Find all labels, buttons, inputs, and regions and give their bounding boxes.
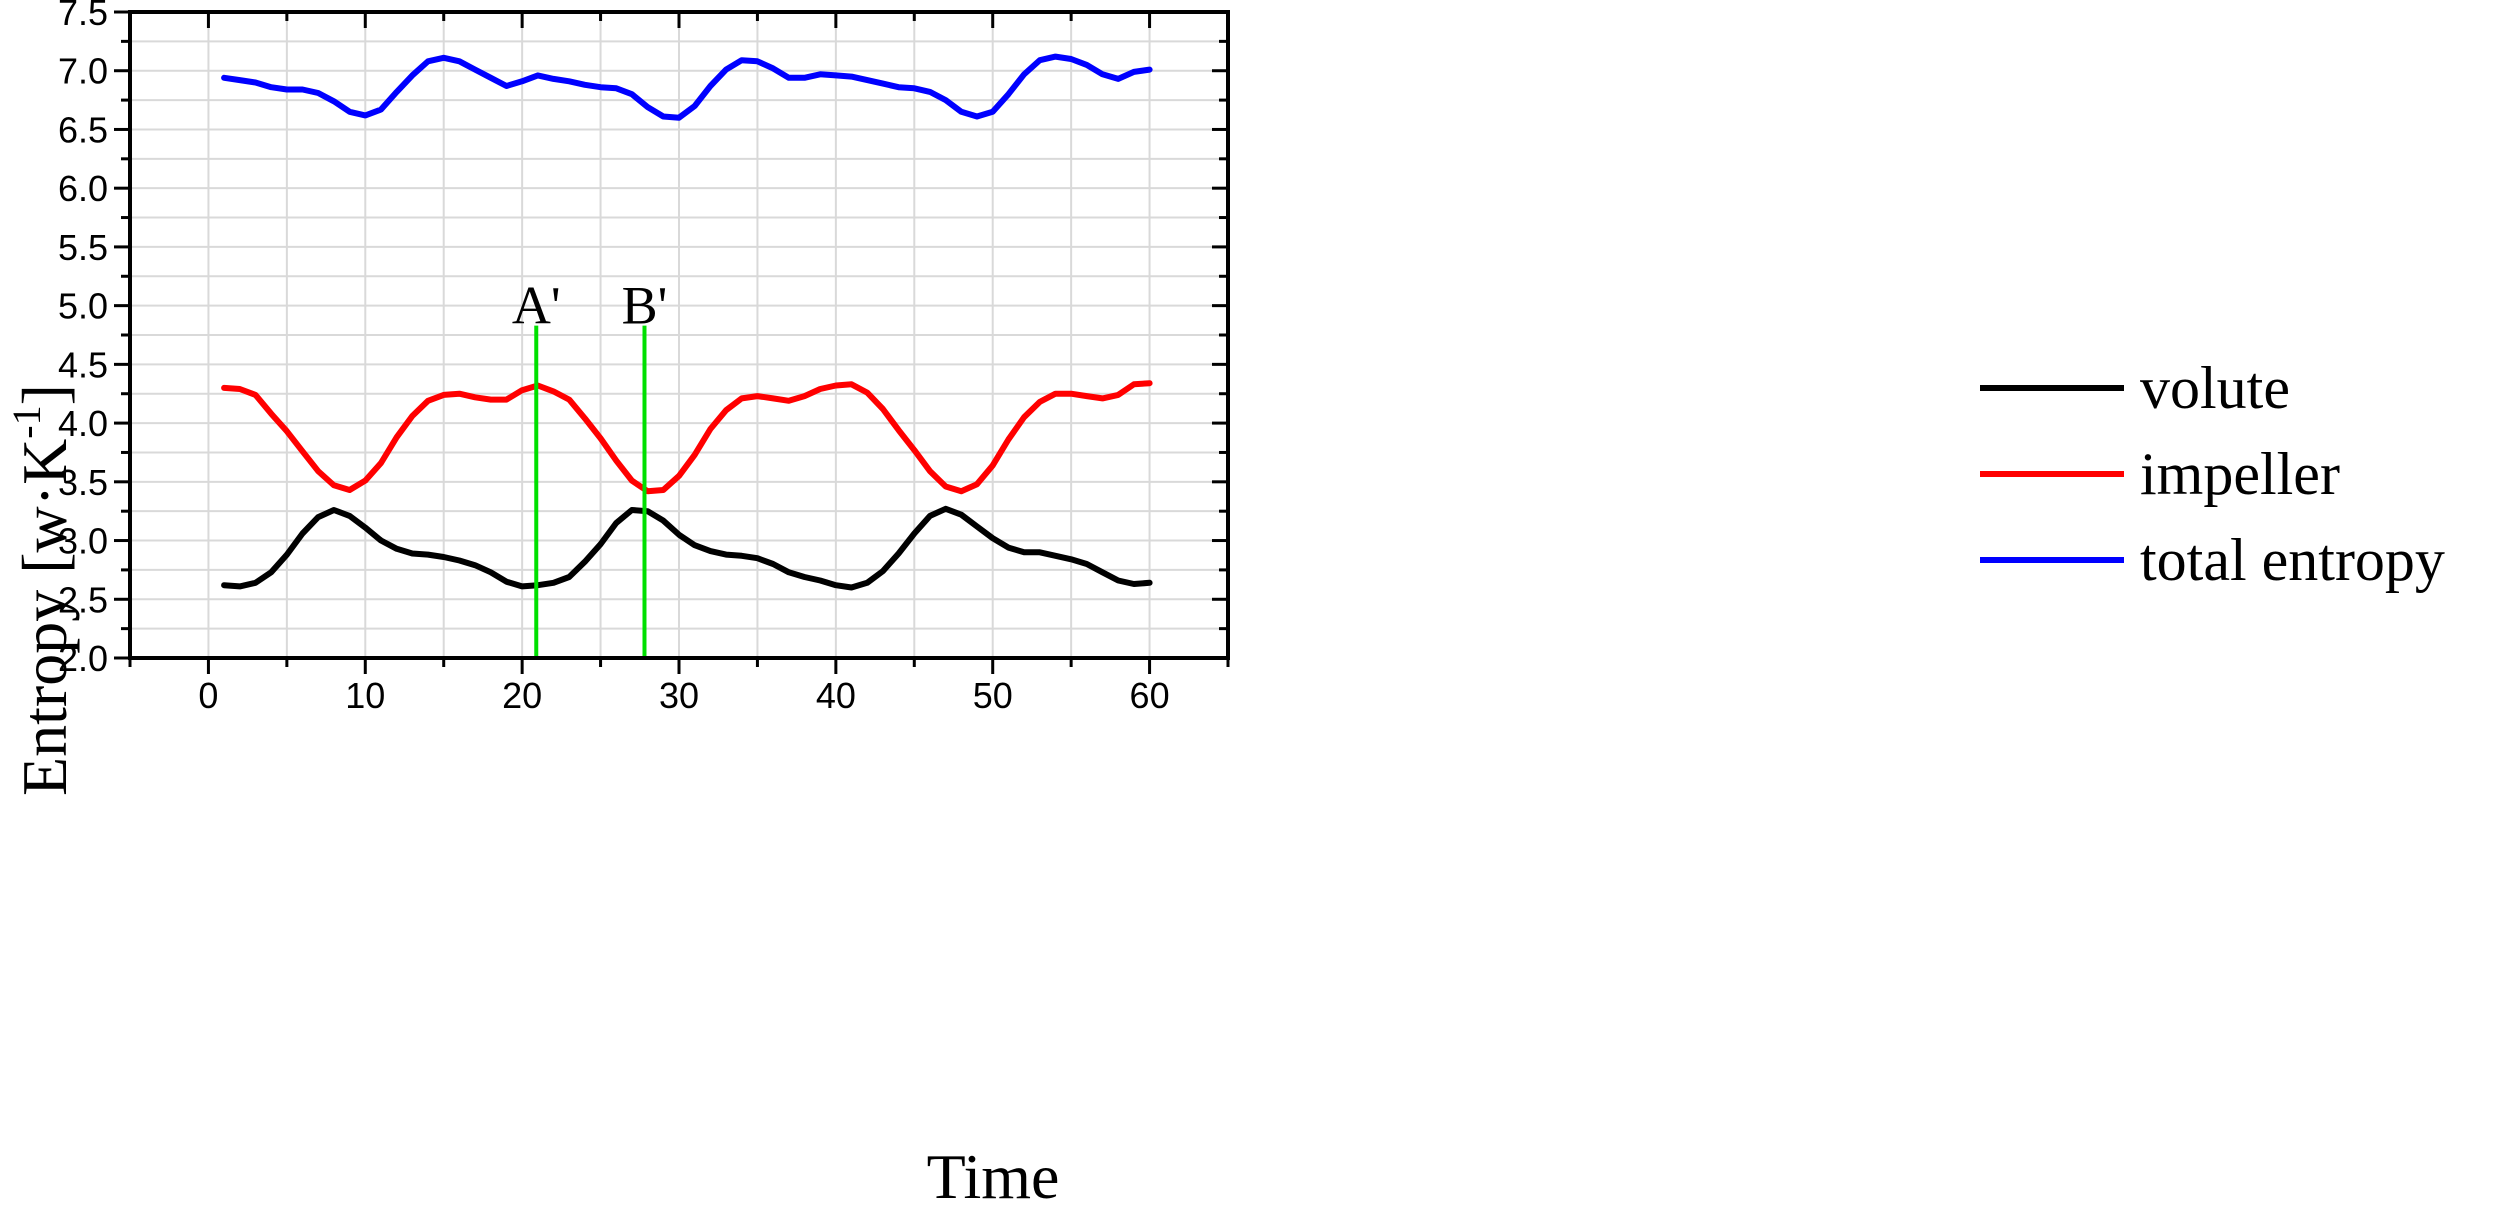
x-tick-label: 10 <box>345 675 385 716</box>
legend-label-total-entropy: total entropy <box>2140 527 2445 593</box>
y-tick-label: 5.5 <box>58 227 108 268</box>
x-tick-label: 0 <box>198 675 218 716</box>
legend-label-volute: volute <box>2140 355 2290 421</box>
y-tick-label: 2.0 <box>58 638 108 679</box>
y-axis-title-main: Entropy [w·K <box>9 439 80 796</box>
annotation-markers: A' B' <box>512 276 667 658</box>
series-lines <box>221 53 1153 591</box>
y-tick-label: 6.0 <box>58 168 108 209</box>
x-tick-label: 40 <box>816 675 856 716</box>
y-tick-label: 4.0 <box>58 403 108 444</box>
y-tick-label: 5.0 <box>58 286 108 327</box>
y-axis-title: Entropy [w·K-1] <box>4 384 80 796</box>
legend: volute impeller total entropy <box>1980 355 2445 593</box>
x-axis-title: Time <box>927 1141 1060 1208</box>
y-tick-label: 3.0 <box>58 521 108 562</box>
series-line-impeller <box>221 380 1153 495</box>
y-tick-label: 7.0 <box>58 51 108 92</box>
series-line-total-entropy <box>221 53 1153 121</box>
x-tick-label: 60 <box>1130 675 1170 716</box>
y-axis-title-sup: -1 <box>4 405 49 438</box>
marker-label-1: A' <box>512 276 561 336</box>
axis-ticks <box>114 10 1230 674</box>
y-tick-label: 7.5 <box>58 0 108 33</box>
grid <box>130 12 1228 658</box>
legend-label-impeller: impeller <box>2140 441 2340 507</box>
tick-labels: 0 10 20 30 40 50 60 2.0 2.5 3.0 3.5 4.0 4.5 5.0 5.5 6.0… <box>58 0 1170 716</box>
marker-label-2: B' <box>622 276 668 336</box>
x-tick-label: 20 <box>502 675 542 716</box>
x-tick-label: 50 <box>973 675 1013 716</box>
y-tick-label: 3.5 <box>58 462 108 503</box>
y-tick-label: 4.5 <box>58 344 108 385</box>
x-tick-label: 30 <box>659 675 699 716</box>
y-tick-label: 2.5 <box>58 579 108 620</box>
y-tick-label: 6.5 <box>58 109 108 150</box>
series-line-volute <box>221 505 1153 591</box>
y-axis-title-close: ] <box>9 384 80 405</box>
